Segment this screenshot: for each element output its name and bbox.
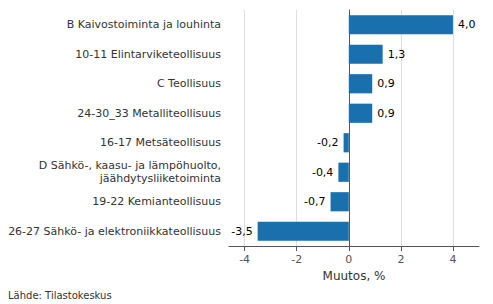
svg-text:4,0: 4,0 xyxy=(458,18,476,31)
svg-text:-0,7: -0,7 xyxy=(304,195,325,208)
svg-text:Muutos, %: Muutos, % xyxy=(323,269,386,283)
svg-text:-2: -2 xyxy=(291,253,302,266)
svg-text:19-22 Kemianteollisuus: 19-22 Kemianteollisuus xyxy=(92,195,221,208)
svg-text:-4: -4 xyxy=(239,253,250,266)
svg-text:-3,5: -3,5 xyxy=(231,225,252,238)
svg-text:0,9: 0,9 xyxy=(377,107,395,120)
svg-text:B Kaivostoiminta ja louhinta: B Kaivostoiminta ja louhinta xyxy=(67,18,221,31)
svg-text:C Teollisuus: C Teollisuus xyxy=(157,77,221,90)
svg-text:0,9: 0,9 xyxy=(377,77,395,90)
svg-text:24-30_33 Metalliteollisuus: 24-30_33 Metalliteollisuus xyxy=(77,107,221,120)
svg-text:-0,4: -0,4 xyxy=(312,166,333,179)
svg-text:Lähde: Tilastokeskus: Lähde: Tilastokeskus xyxy=(8,290,112,301)
svg-text:1,3: 1,3 xyxy=(388,48,406,61)
svg-text:D Sähkö-, kaasu- ja lämpöhuolt: D Sähkö-, kaasu- ja lämpöhuolto, xyxy=(39,159,221,172)
svg-text:-0,2: -0,2 xyxy=(317,136,338,149)
svg-text:0: 0 xyxy=(345,253,352,266)
svg-text:2: 2 xyxy=(397,253,404,266)
svg-text:16-17 Metsäteollisuus: 16-17 Metsäteollisuus xyxy=(100,136,221,149)
svg-text:4: 4 xyxy=(449,253,456,266)
svg-text:10-11 Elintarviketeollisuus: 10-11 Elintarviketeollisuus xyxy=(75,48,221,61)
svg-text:jäähdytysliiketoiminta: jäähdytysliiketoiminta xyxy=(99,172,221,185)
svg-text:26-27 Sähkö- ja elektroniikkat: 26-27 Sähkö- ja elektroniikkateollisuus xyxy=(8,225,221,238)
